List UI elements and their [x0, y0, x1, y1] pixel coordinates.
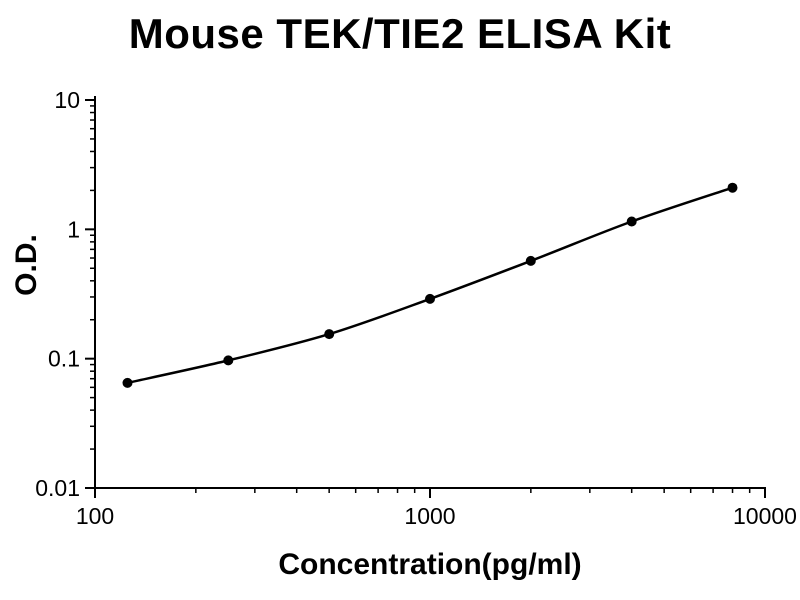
data-point-marker [324, 329, 335, 340]
data-point-marker [122, 377, 133, 388]
y-tick-label: 10 [54, 87, 80, 113]
chart-title: Mouse TEK/TIE2 ELISA Kit [128, 10, 672, 57]
data-point-marker [727, 182, 738, 193]
major-ticks: 100 1000 10000 0.01 0.1 1 10 [35, 87, 797, 529]
minor-ticks [90, 105, 751, 493]
x-tick-label: 100 [76, 503, 114, 529]
x-tick-label: 10000 [733, 503, 797, 529]
data-point-marker [223, 355, 234, 366]
y-tick-label: 1 [67, 216, 80, 242]
x-tick-label: 1000 [404, 503, 455, 529]
data-point-marker [626, 216, 637, 227]
x-axis-label: Concentration(pg/ml) [278, 548, 582, 581]
series-standard-curve [122, 182, 738, 388]
data-point-marker [525, 255, 536, 266]
y-tick-label: 0.01 [35, 475, 80, 501]
curve-line [126, 186, 734, 385]
y-tick-label: 0.1 [48, 346, 80, 372]
data-point-marker [425, 293, 435, 304]
axes [94, 96, 766, 489]
